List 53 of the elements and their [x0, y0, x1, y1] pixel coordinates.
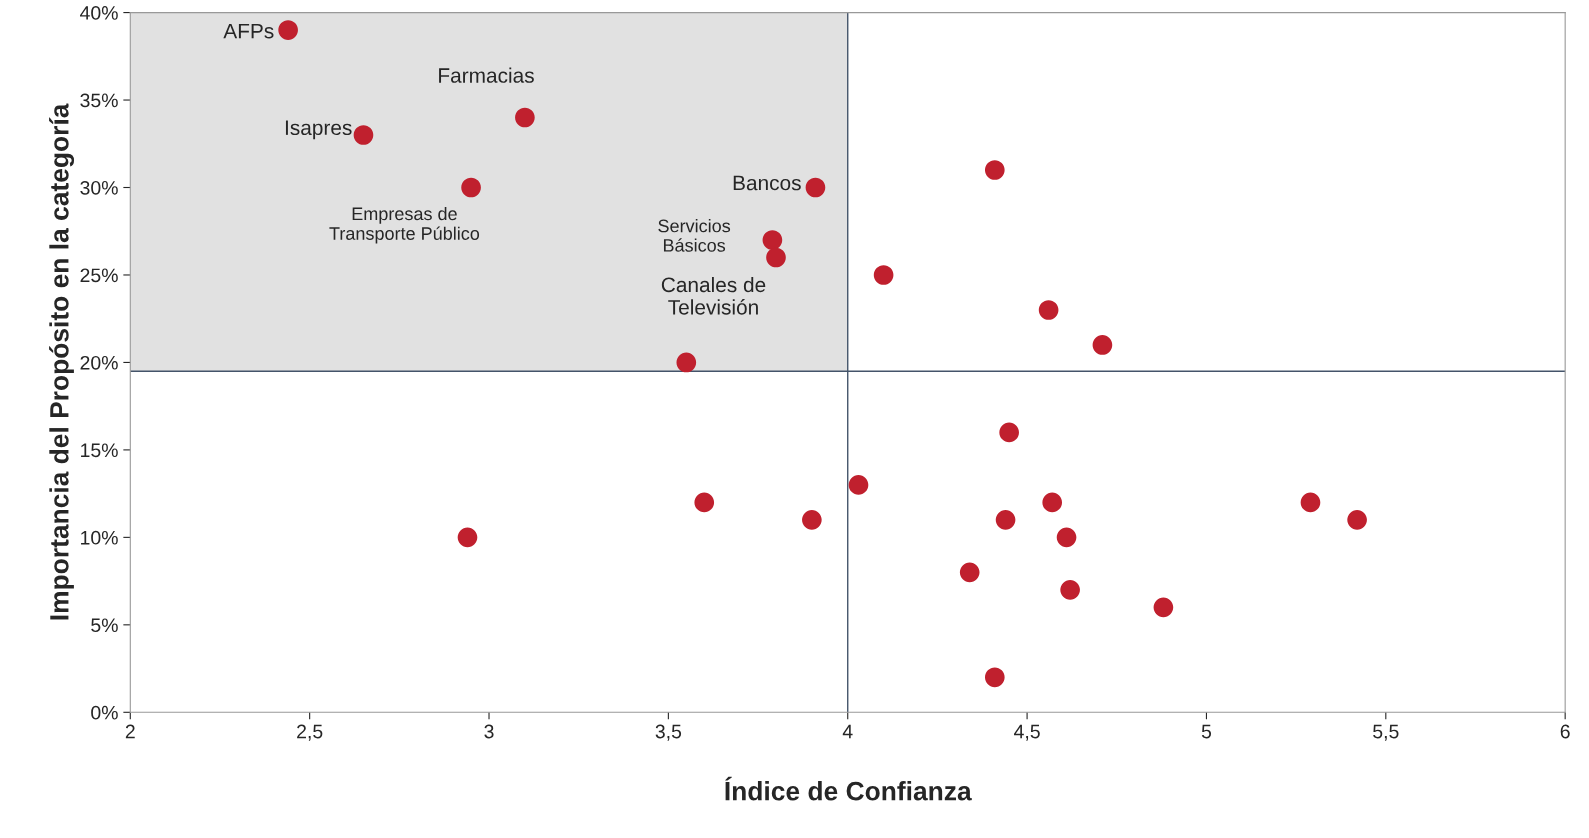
y-tick-label: 30% [80, 180, 118, 195]
annotation: Isapres [285, 120, 352, 140]
y-tick-label: 0% [91, 705, 118, 720]
x-tick-label: 3 [484, 724, 494, 739]
point [278, 20, 298, 40]
point [984, 667, 1005, 688]
point [1038, 300, 1059, 320]
point [999, 422, 1019, 443]
point [1347, 510, 1367, 530]
annotation: AFPs [223, 23, 274, 39]
point [694, 492, 715, 513]
point [1092, 335, 1113, 355]
point [676, 352, 697, 373]
point [461, 177, 481, 198]
x-tick-label: 5,5 [1373, 724, 1399, 741]
annotation: Servicios Básicos [658, 219, 731, 252]
x-tick-label: 4 [842, 724, 853, 739]
y-tick-label: 35% [80, 93, 118, 108]
y-tick-label: 5% [91, 618, 118, 633]
point [1060, 580, 1080, 600]
point [984, 160, 1005, 180]
point [515, 107, 535, 128]
point [1153, 597, 1174, 618]
x-tick-label: 4,5 [1014, 724, 1040, 741]
x-tick-label: 3,5 [655, 724, 682, 741]
point [353, 125, 374, 145]
x-tick-label: 2,5 [297, 724, 323, 741]
point [1042, 492, 1063, 513]
annotation: Bancos [733, 175, 801, 191]
y-tick-label: 25% [80, 268, 118, 283]
x-axis-title: Índice de Confianza [725, 776, 972, 801]
point [1300, 492, 1321, 513]
y-axis-title: Importancia del Propósito en la categoría [49, 103, 75, 620]
point [762, 230, 783, 250]
point [995, 510, 1016, 530]
y-tick-label: 20% [80, 355, 118, 370]
point [848, 475, 869, 495]
y-tick-label: 10% [81, 530, 118, 545]
point [959, 562, 980, 583]
point [802, 510, 822, 530]
annotation: Canales de Televisión [661, 276, 766, 315]
point [457, 527, 478, 548]
annotation: Farmacias [439, 67, 534, 83]
point [873, 265, 894, 285]
x-tick-label: 5 [1201, 724, 1212, 739]
point [805, 177, 826, 198]
x-tick-label: 2 [125, 724, 135, 739]
annotation: Empresas de Transporte Público [329, 206, 480, 244]
y-tick-label: 15% [81, 443, 118, 458]
point [1056, 527, 1077, 548]
point [766, 247, 786, 268]
y-tick-label: 40% [80, 6, 118, 20]
x-tick-label: 6 [1560, 724, 1570, 739]
